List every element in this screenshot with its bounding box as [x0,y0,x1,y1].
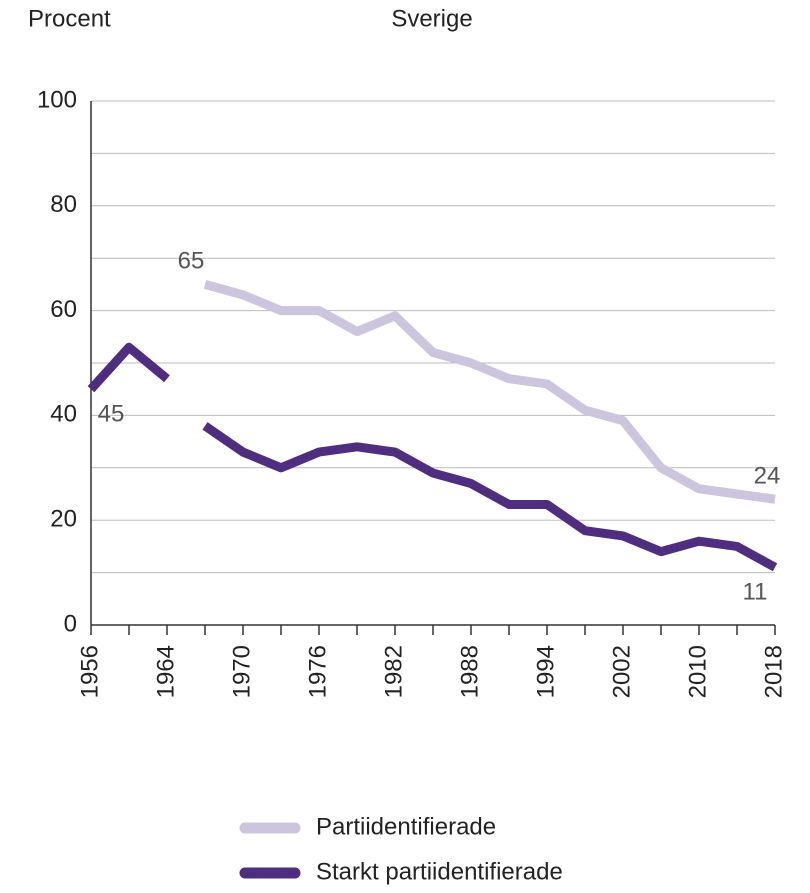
x-tick-label: 1994 [532,645,559,698]
data-label: 45 [98,401,125,428]
x-tick-label: 1970 [228,645,255,698]
y-tick-label: 100 [37,86,77,113]
x-tick-label: 1956 [76,645,103,698]
y-axis-label: Procent [28,5,111,32]
series-line [203,280,776,504]
y-tick-label: 40 [50,401,77,428]
y-tick-label: 20 [50,506,77,533]
x-tick-label: 2002 [608,645,635,698]
data-label: 65 [178,248,205,275]
data-label: 24 [754,463,781,490]
x-tick-label: 1988 [456,645,483,698]
y-tick-label: 0 [64,610,77,637]
x-tick-label: 1964 [152,645,179,698]
x-tick-label: 2018 [760,645,787,698]
series-line [87,342,778,572]
x-tick-label: 1976 [304,645,331,698]
legend-label: Partiidentifierade [316,813,496,840]
x-tick-label: 2010 [684,645,711,698]
legend-label: Starkt partiidentifierade [316,858,563,885]
x-tick-label: 1982 [380,645,407,698]
y-tick-label: 80 [50,191,77,218]
y-tick-label: 60 [50,296,77,323]
chart-title: Sverige [391,5,472,32]
data-label: 11 [743,579,768,606]
